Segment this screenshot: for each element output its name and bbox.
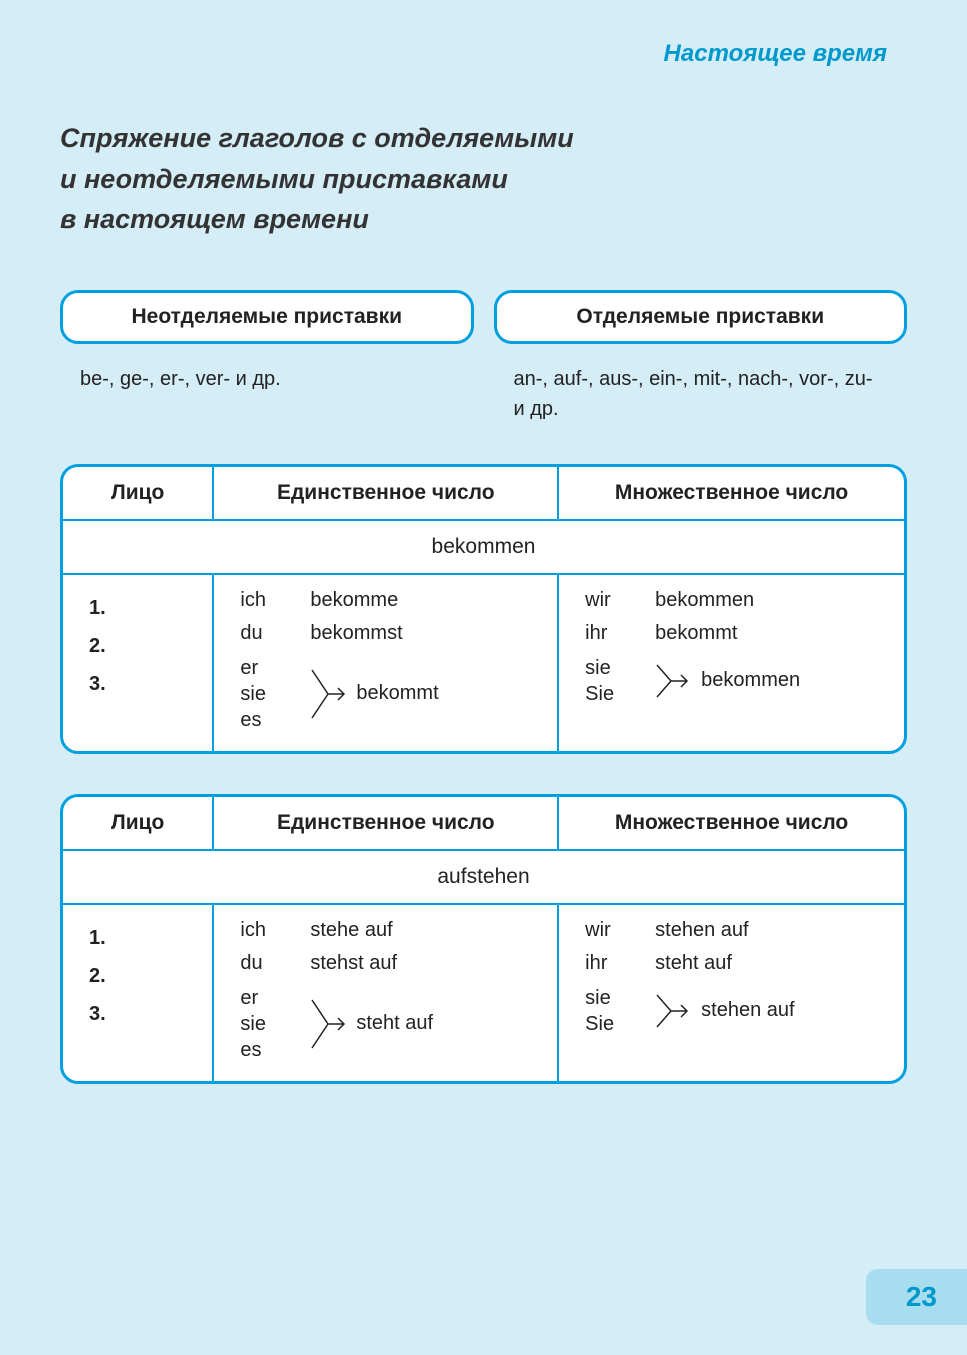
- arrow-verb-3pl: bekommen: [655, 661, 894, 701]
- plural-column: wir stehen auf ihr steht auf sie Sie ste…: [559, 905, 904, 1081]
- verb-form: stehen auf: [701, 999, 794, 1022]
- verb-form: bekommen: [701, 669, 800, 692]
- verb-form: stehst auf: [310, 952, 547, 975]
- pronoun-er: er: [240, 985, 310, 1011]
- col-header-person: Лицо: [63, 467, 214, 519]
- prefix-examples-row: be-, ge-, er-, ver- и др. an-, auf-, aus…: [60, 356, 907, 424]
- person-column: 1. 2. 3.: [63, 905, 214, 1081]
- pronoun-sie-pl: sie: [585, 985, 655, 1011]
- verb-form: steht auf: [356, 1012, 433, 1035]
- title-line-3: в настоящем времени: [60, 204, 369, 234]
- pronoun-sie-sg: sie: [240, 1011, 310, 1037]
- verb-form: steht auf: [655, 952, 894, 975]
- verb-form: bekommt: [356, 682, 438, 705]
- pronoun-stack-3pl: sie Sie: [585, 655, 655, 707]
- person-3: 3.: [89, 995, 202, 1033]
- pronoun-er: er: [240, 655, 310, 681]
- table-body-row: 1. 2. 3. ich stehe auf du stehst auf er …: [63, 905, 904, 1081]
- table-header-row: Лицо Единственное число Множественное чи…: [63, 797, 904, 851]
- pronoun-es: es: [240, 1037, 310, 1063]
- pronoun-stack-3sg: er sie es: [240, 655, 310, 733]
- pronoun-du: du: [240, 952, 310, 975]
- verb-form: stehen auf: [655, 919, 894, 942]
- pronoun-stack-3sg: er sie es: [240, 985, 310, 1063]
- pronoun-ihr: ihr: [585, 952, 655, 975]
- verb-infinitive: bekommen: [63, 521, 904, 575]
- person-column: 1. 2. 3.: [63, 575, 214, 751]
- verb-form: bekommt: [655, 622, 894, 645]
- separable-prefix-box: Отделяемые приставки: [494, 290, 908, 344]
- col-header-person: Лицо: [63, 797, 214, 849]
- col-header-singular: Единственное число: [214, 467, 559, 519]
- pronoun-ihr: ihr: [585, 622, 655, 645]
- table-header-row: Лицо Единственное число Множественное чи…: [63, 467, 904, 521]
- pronoun-ich: ich: [240, 919, 310, 942]
- table-body-row: 1. 2. 3. ich bekomme du bekommst er sie …: [63, 575, 904, 751]
- pronoun-es: es: [240, 707, 310, 733]
- inseparable-prefix-box: Неотделяемые приставки: [60, 290, 474, 344]
- bracket-arrow-icon: [655, 661, 695, 701]
- singular-column: ich stehe auf du stehst auf er sie es st…: [214, 905, 559, 1081]
- pronoun-sie-sg: sie: [240, 681, 310, 707]
- arrow-verb-3sg: steht auf: [310, 996, 547, 1052]
- col-header-singular: Единственное число: [214, 797, 559, 849]
- person-2: 2.: [89, 627, 202, 665]
- page-title: Спряжение глаголов с отделяемыми и неотд…: [60, 118, 907, 240]
- pronoun-Sie: Sie: [585, 1011, 655, 1037]
- verb-form: bekomme: [310, 589, 547, 612]
- pronoun-du: du: [240, 622, 310, 645]
- bracket-arrow-icon: [310, 996, 350, 1052]
- pronoun-wir: wir: [585, 589, 655, 612]
- col-header-plural: Множественное число: [559, 797, 904, 849]
- verb-form: stehe auf: [310, 919, 547, 942]
- arrow-verb-3sg: bekommt: [310, 666, 547, 722]
- pronoun-stack-3pl: sie Sie: [585, 985, 655, 1037]
- bracket-arrow-icon: [655, 991, 695, 1031]
- title-line-1: Спряжение глаголов с отделяемыми: [60, 123, 574, 153]
- prefix-label-row: Неотделяемые приставки Отделяемые приста…: [60, 290, 907, 344]
- inseparable-examples: be-, ge-, er-, ver- и др.: [60, 356, 474, 424]
- person-3: 3.: [89, 665, 202, 703]
- plural-column: wir bekommen ihr bekommt sie Sie bekomme…: [559, 575, 904, 751]
- person-1: 1.: [89, 919, 202, 957]
- conjugation-table-aufstehen: Лицо Единственное число Множественное чи…: [60, 794, 907, 1084]
- verb-infinitive: aufstehen: [63, 851, 904, 905]
- col-header-plural: Множественное число: [559, 467, 904, 519]
- pronoun-ich: ich: [240, 589, 310, 612]
- singular-column: ich bekomme du bekommst er sie es bekomm…: [214, 575, 559, 751]
- bracket-arrow-icon: [310, 666, 350, 722]
- person-1: 1.: [89, 589, 202, 627]
- person-2: 2.: [89, 957, 202, 995]
- arrow-verb-3pl: stehen auf: [655, 991, 894, 1031]
- pronoun-sie-pl: sie: [585, 655, 655, 681]
- pronoun-wir: wir: [585, 919, 655, 942]
- section-header: Настоящее время: [60, 40, 907, 68]
- pronoun-Sie: Sie: [585, 681, 655, 707]
- page: Настоящее время Спряжение глаголов с отд…: [0, 0, 967, 1355]
- verb-form: bekommst: [310, 622, 547, 645]
- separable-examples: an-, auf-, aus-, ein-, mit-, nach-, vor-…: [494, 356, 908, 424]
- page-number: 23: [866, 1269, 967, 1325]
- title-line-2: и неотделяемыми приставками: [60, 164, 508, 194]
- conjugation-table-bekommen: Лицо Единственное число Множественное чи…: [60, 464, 907, 754]
- verb-form: bekommen: [655, 589, 894, 612]
